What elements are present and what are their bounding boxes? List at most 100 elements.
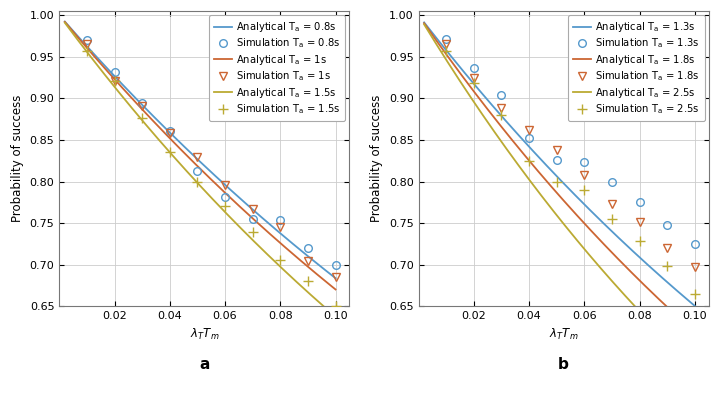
- Simulation T$_\mathrm{a}$ = 1.5s: [276, 257, 284, 262]
- Analytical T$_\mathrm{a}$ = 0.8s: [221, 182, 230, 187]
- Simulation T$_\mathrm{a}$ = 1s: [166, 131, 174, 136]
- Simulation T$_\mathrm{a}$ = 1.3s: [608, 179, 616, 184]
- Line: Simulation T$_\mathrm{a}$ = 2.5s: Simulation T$_\mathrm{a}$ = 2.5s: [441, 46, 700, 299]
- Y-axis label: Probability of success: Probability of success: [11, 95, 24, 223]
- Line: Analytical T$_\mathrm{a}$ = 1.8s: Analytical T$_\mathrm{a}$ = 1.8s: [424, 23, 695, 332]
- Analytical T$_\mathrm{a}$ = 1.3s: [581, 203, 590, 208]
- Line: Simulation T$_\mathrm{a}$ = 1.8s: Simulation T$_\mathrm{a}$ = 1.8s: [442, 40, 698, 271]
- Simulation T$_\mathrm{a}$ = 1.8s: [525, 128, 534, 132]
- Simulation T$_\mathrm{a}$ = 1s: [110, 79, 119, 83]
- Legend: Analytical T$_\mathrm{a}$ = 1.3s, Simulation T$_\mathrm{a}$ = 1.3s, Analytical T: Analytical T$_\mathrm{a}$ = 1.3s, Simula…: [568, 15, 705, 121]
- Line: Simulation T$_\mathrm{a}$ = 1.3s: Simulation T$_\mathrm{a}$ = 1.3s: [442, 36, 698, 248]
- Analytical T$_\mathrm{a}$ = 0.8s: [222, 183, 230, 188]
- Simulation T$_\mathrm{a}$ = 2.5s: [635, 239, 644, 244]
- Analytical T$_\mathrm{a}$ = 2.5s: [420, 23, 429, 28]
- Simulation T$_\mathrm{a}$ = 1.5s: [221, 203, 230, 208]
- Simulation T$_\mathrm{a}$ = 1.5s: [193, 179, 202, 184]
- Analytical T$_\mathrm{a}$ = 1.5s: [222, 211, 230, 215]
- Analytical T$_\mathrm{a}$ = 1.5s: [221, 210, 230, 215]
- Analytical T$_\mathrm{a}$ = 1s: [60, 20, 69, 24]
- Analytical T$_\mathrm{a}$ = 1s: [61, 20, 70, 25]
- Text: b: b: [558, 356, 569, 372]
- Simulation T$_\mathrm{a}$ = 1s: [276, 225, 284, 230]
- Legend: Analytical T$_\mathrm{a}$ = 0.8s, Simulation T$_\mathrm{a}$ = 0.8s, Analytical T: Analytical T$_\mathrm{a}$ = 0.8s, Simula…: [209, 15, 346, 121]
- Analytical T$_\mathrm{a}$ = 1.3s: [585, 207, 594, 212]
- Analytical T$_\mathrm{a}$ = 0.8s: [61, 20, 70, 25]
- Line: Simulation T$_\mathrm{a}$ = 1s: Simulation T$_\mathrm{a}$ = 1s: [83, 40, 339, 281]
- Simulation T$_\mathrm{a}$ = 1.3s: [552, 158, 561, 162]
- Simulation T$_\mathrm{a}$ = 1.8s: [497, 105, 505, 110]
- Line: Simulation T$_\mathrm{a}$ = 1.5s: Simulation T$_\mathrm{a}$ = 1.5s: [82, 46, 341, 311]
- Simulation T$_\mathrm{a}$ = 1.3s: [663, 223, 672, 227]
- Analytical T$_\mathrm{a}$ = 2.5s: [420, 22, 428, 27]
- Simulation T$_\mathrm{a}$ = 0.8s: [110, 69, 119, 74]
- Simulation T$_\mathrm{a}$ = 1.3s: [469, 65, 478, 70]
- Simulation T$_\mathrm{a}$ = 1s: [304, 259, 312, 264]
- Analytical T$_\mathrm{a}$ = 2.5s: [585, 253, 594, 258]
- Simulation T$_\mathrm{a}$ = 0.8s: [248, 217, 257, 221]
- Simulation T$_\mathrm{a}$ = 1.3s: [525, 135, 534, 140]
- Analytical T$_\mathrm{a}$ = 1s: [221, 190, 230, 195]
- Simulation T$_\mathrm{a}$ = 2.5s: [580, 188, 589, 192]
- Line: Analytical T$_\mathrm{a}$ = 1.5s: Analytical T$_\mathrm{a}$ = 1.5s: [65, 23, 336, 317]
- Line: Analytical T$_\mathrm{a}$ = 1.3s: Analytical T$_\mathrm{a}$ = 1.3s: [424, 22, 695, 306]
- Simulation T$_\mathrm{a}$ = 1.3s: [442, 37, 451, 42]
- Simulation T$_\mathrm{a}$ = 2.5s: [525, 158, 534, 163]
- Simulation T$_\mathrm{a}$ = 1s: [83, 41, 91, 46]
- Analytical T$_\mathrm{a}$ = 1.8s: [690, 330, 699, 335]
- Simulation T$_\mathrm{a}$ = 2.5s: [690, 292, 699, 296]
- Simulation T$_\mathrm{a}$ = 1s: [193, 155, 202, 160]
- Simulation T$_\mathrm{a}$ = 1.5s: [331, 304, 340, 309]
- Text: a: a: [199, 356, 210, 372]
- Simulation T$_\mathrm{a}$ = 1.8s: [469, 76, 478, 81]
- Analytical T$_\mathrm{a}$ = 1.5s: [331, 314, 340, 319]
- Simulation T$_\mathrm{a}$ = 2.5s: [552, 179, 561, 184]
- Simulation T$_\mathrm{a}$ = 1.3s: [497, 93, 505, 97]
- Simulation T$_\mathrm{a}$ = 0.8s: [138, 100, 146, 105]
- Analytical T$_\mathrm{a}$ = 1.3s: [580, 202, 589, 207]
- Analytical T$_\mathrm{a}$ = 1.8s: [665, 307, 674, 312]
- Analytical T$_\mathrm{a}$ = 2.5s: [581, 248, 590, 253]
- X-axis label: $\lambda_{T}T_{m}$: $\lambda_{T}T_{m}$: [189, 327, 219, 342]
- Simulation T$_\mathrm{a}$ = 1.8s: [442, 41, 451, 46]
- Simulation T$_\mathrm{a}$ = 1.8s: [663, 246, 672, 251]
- Analytical T$_\mathrm{a}$ = 1.5s: [60, 20, 69, 25]
- Analytical T$_\mathrm{a}$ = 1.8s: [648, 290, 657, 295]
- Analytical T$_\mathrm{a}$ = 1.5s: [61, 22, 70, 26]
- Simulation T$_\mathrm{a}$ = 1.3s: [690, 241, 699, 246]
- Analytical T$_\mathrm{a}$ = 1.3s: [665, 282, 674, 287]
- Analytical T$_\mathrm{a}$ = 1.8s: [585, 227, 594, 232]
- Simulation T$_\mathrm{a}$ = 1.8s: [608, 202, 616, 207]
- Analytical T$_\mathrm{a}$ = 2.5s: [580, 247, 589, 251]
- Line: Analytical T$_\mathrm{a}$ = 1s: Analytical T$_\mathrm{a}$ = 1s: [65, 22, 336, 290]
- Analytical T$_\mathrm{a}$ = 0.8s: [331, 276, 340, 281]
- Analytical T$_\mathrm{a}$ = 0.8s: [60, 19, 69, 24]
- Analytical T$_\mathrm{a}$ = 1s: [331, 287, 340, 292]
- Analytical T$_\mathrm{a}$ = 1.8s: [580, 221, 589, 226]
- Simulation T$_\mathrm{a}$ = 1.8s: [580, 172, 589, 177]
- Simulation T$_\mathrm{a}$ = 0.8s: [331, 262, 340, 267]
- Simulation T$_\mathrm{a}$ = 0.8s: [276, 217, 284, 222]
- Simulation T$_\mathrm{a}$ = 1.8s: [552, 148, 561, 152]
- Analytical T$_\mathrm{a}$ = 1s: [306, 266, 315, 271]
- Analytical T$_\mathrm{a}$ = 1.3s: [420, 21, 429, 26]
- Analytical T$_\mathrm{a}$ = 1s: [222, 191, 230, 196]
- Simulation T$_\mathrm{a}$ = 1.8s: [635, 220, 644, 225]
- Analytical T$_\mathrm{a}$ = 1s: [289, 251, 297, 256]
- X-axis label: $\lambda_{T}T_{m}$: $\lambda_{T}T_{m}$: [549, 327, 578, 342]
- Analytical T$_\mathrm{a}$ = 1.3s: [648, 267, 657, 271]
- Simulation T$_\mathrm{a}$ = 0.8s: [83, 38, 91, 43]
- Analytical T$_\mathrm{a}$ = 1.5s: [289, 276, 297, 281]
- Simulation T$_\mathrm{a}$ = 1s: [248, 207, 257, 211]
- Analytical T$_\mathrm{a}$ = 1.3s: [420, 20, 428, 25]
- Analytical T$_\mathrm{a}$ = 0.8s: [306, 255, 315, 260]
- Analytical T$_\mathrm{a}$ = 2.5s: [665, 340, 674, 345]
- Simulation T$_\mathrm{a}$ = 1.5s: [166, 150, 174, 155]
- Line: Analytical T$_\mathrm{a}$ = 2.5s: Analytical T$_\mathrm{a}$ = 2.5s: [424, 24, 695, 367]
- Simulation T$_\mathrm{a}$ = 1.5s: [110, 79, 119, 83]
- Analytical T$_\mathrm{a}$ = 2.5s: [690, 365, 699, 369]
- Analytical T$_\mathrm{a}$ = 0.8s: [289, 241, 297, 246]
- Analytical T$_\mathrm{a}$ = 2.5s: [648, 322, 657, 327]
- Analytical T$_\mathrm{a}$ = 0.8s: [226, 187, 235, 192]
- Line: Simulation T$_\mathrm{a}$ = 0.8s: Simulation T$_\mathrm{a}$ = 0.8s: [83, 36, 339, 269]
